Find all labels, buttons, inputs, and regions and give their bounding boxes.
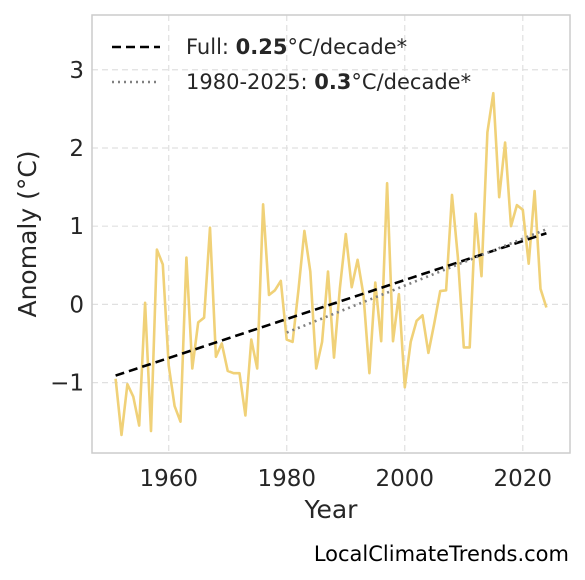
x-tick-label: 1980 (257, 466, 316, 492)
x-axis-ticks: 1960 1980 2000 2020 (139, 466, 552, 492)
y-axis-ticks: −1 0 1 2 3 (50, 58, 84, 397)
y-tick-label: 0 (69, 292, 84, 318)
y-tick-label: −1 (50, 371, 84, 397)
trend-layer (115, 228, 547, 377)
legend: Full: 0.25°C/decade* 1980-2025: 0.3°C/de… (112, 35, 471, 94)
y-tick-label: 2 (69, 136, 84, 162)
x-tick-label: 2020 (494, 466, 553, 492)
x-tick-label: 2000 (375, 466, 434, 492)
legend-label-full-trend: Full: 0.25°C/decade* (186, 35, 407, 59)
full-trend-line (115, 231, 547, 377)
legend-label-recent-trend: 1980-2025: 0.3°C/decade* (186, 70, 471, 94)
y-tick-label: 3 (69, 58, 84, 84)
anomaly-series-line (114, 91, 548, 437)
y-tick-label: 1 (69, 214, 84, 240)
recent-trend-line (286, 228, 547, 334)
x-tick-label: 1960 (139, 466, 198, 492)
series-layer (114, 91, 548, 437)
plot-area-border (91, 14, 571, 454)
y-axis-title: Anomaly (°C) (13, 150, 42, 317)
watermark-text: LocalClimateTrends.com (313, 542, 569, 566)
x-axis-title: Year (304, 495, 359, 524)
